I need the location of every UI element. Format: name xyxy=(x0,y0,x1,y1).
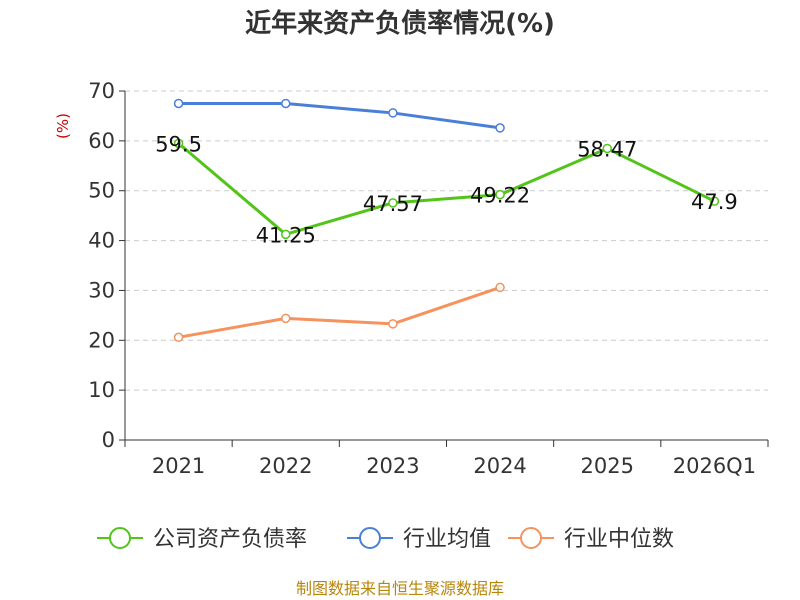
data-point xyxy=(173,138,184,149)
chart-title: 近年来资产负债率情况(%) xyxy=(245,8,555,39)
legend-marker xyxy=(109,527,131,549)
legend-label: 行业均值 xyxy=(403,527,491,552)
data-point xyxy=(602,143,612,154)
legend-label: 公司资产负债率 xyxy=(153,527,307,552)
data-label: 49.22 xyxy=(470,184,530,208)
legend-marker xyxy=(520,527,542,549)
series-line xyxy=(178,101,501,130)
data-point xyxy=(388,198,398,208)
data-point xyxy=(495,282,505,293)
series-group xyxy=(173,98,720,343)
y-axis-label: (%) xyxy=(54,113,72,139)
data-label: 59.5 xyxy=(155,132,202,156)
x-tick-label: 2026Q1 xyxy=(673,454,756,478)
axes xyxy=(124,91,768,441)
legend-item: 行业中位数 xyxy=(508,527,674,552)
legend-marker xyxy=(359,527,381,549)
series-2 xyxy=(173,98,505,133)
legend-item: 行业均值 xyxy=(347,527,491,552)
x-axis-ticks: 2021 2022 2023 2024 2025 2026Q1 xyxy=(124,440,769,478)
series-3 xyxy=(173,282,505,343)
series-line xyxy=(177,142,716,236)
data-label: 47.9 xyxy=(691,190,738,214)
x-tick-label: 2023 xyxy=(366,454,419,478)
data-point xyxy=(281,313,291,324)
x-tick-label: 2024 xyxy=(473,454,526,478)
data-label: 47.57 xyxy=(363,192,423,216)
data-point xyxy=(173,98,184,109)
data-point xyxy=(281,98,291,109)
data-label: 41.25 xyxy=(256,223,316,247)
x-tick-label: 2025 xyxy=(581,454,634,478)
gridlines xyxy=(125,90,768,391)
y-tick-label: 30 xyxy=(88,278,115,302)
data-point xyxy=(495,123,505,133)
y-tick-label: 60 xyxy=(88,129,115,153)
y-tick-label: 10 xyxy=(88,378,115,402)
y-tick-label: 70 xyxy=(88,79,115,103)
data-point xyxy=(495,189,505,200)
legend-item: 公司资产负债率 xyxy=(97,527,307,552)
data-point xyxy=(709,196,720,206)
data-point xyxy=(173,332,184,343)
data-point xyxy=(388,108,398,118)
data-labels: 59.5 41.25 47.57 49.22 58.47 47.9 xyxy=(155,132,738,247)
x-tick-label: 2022 xyxy=(259,454,312,478)
y-axis-ticks: 0 10 20 30 40 50 60 70 xyxy=(88,79,125,452)
source-note: 制图数据来自恒生聚源数据库 xyxy=(296,579,504,598)
data-point xyxy=(388,319,398,329)
legend-label: 行业中位数 xyxy=(564,527,674,552)
x-tick-label: 2021 xyxy=(152,454,205,478)
series-line xyxy=(178,286,501,339)
data-label: 58.47 xyxy=(577,137,637,161)
series-1 xyxy=(173,138,720,240)
legend: 公司资产负债率 行业均值 行业中位数 xyxy=(97,527,674,552)
y-tick-label: 40 xyxy=(88,229,115,253)
y-tick-label: 0 xyxy=(102,428,115,452)
data-point xyxy=(281,229,291,240)
y-tick-label: 20 xyxy=(88,328,115,352)
y-tick-label: 50 xyxy=(88,179,115,203)
